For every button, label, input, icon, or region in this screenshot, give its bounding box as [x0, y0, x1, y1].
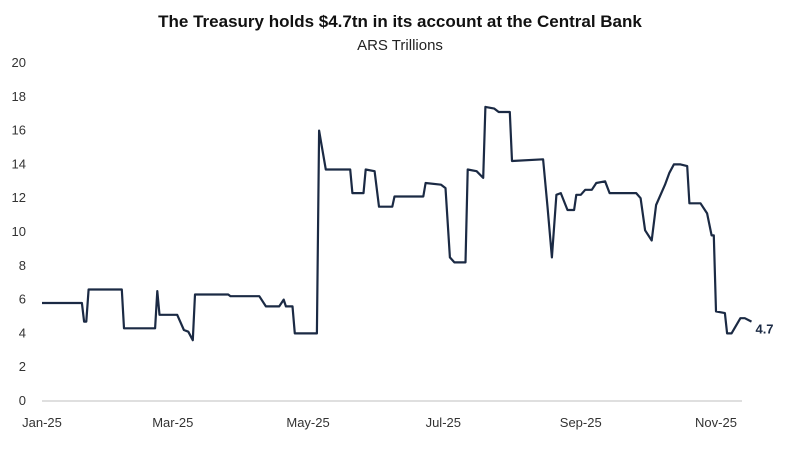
x-tick-label: Jan-25: [22, 415, 62, 430]
chart-subtitle: ARS Trillions: [357, 37, 443, 54]
x-tick-label: Nov-25: [695, 415, 737, 430]
y-tick-label: 6: [19, 292, 26, 307]
series-group: [42, 105, 752, 342]
chart-title: The Treasury holds $4.7tn in its account…: [158, 12, 642, 31]
y-tick-label: 20: [12, 55, 26, 70]
y-tick-label: 10: [12, 224, 26, 239]
series-line: [42, 105, 752, 342]
x-axis-ticks: Jan-25 Mar-25 May-25 Jul-25 Sep-25 Nov-25: [22, 415, 737, 430]
y-tick-label: 18: [12, 89, 26, 104]
y-tick-label: 14: [12, 156, 26, 171]
x-tick-label: Sep-25: [560, 415, 602, 430]
y-tick-label: 4: [19, 325, 26, 340]
y-tick-label: 16: [12, 123, 26, 138]
y-axis-ticks: 0 2 4 6 8 10 12 14 16 18 20: [12, 55, 26, 408]
x-tick-label: Jul-25: [426, 415, 461, 430]
y-tick-label: 12: [12, 190, 26, 205]
x-tick-label: May-25: [286, 415, 329, 430]
x-tick-label: Mar-25: [152, 415, 193, 430]
y-tick-label: 2: [19, 359, 26, 374]
y-tick-label: 8: [19, 258, 26, 273]
y-tick-label: 0: [19, 393, 26, 408]
end-value-label: 4.7: [755, 322, 773, 337]
